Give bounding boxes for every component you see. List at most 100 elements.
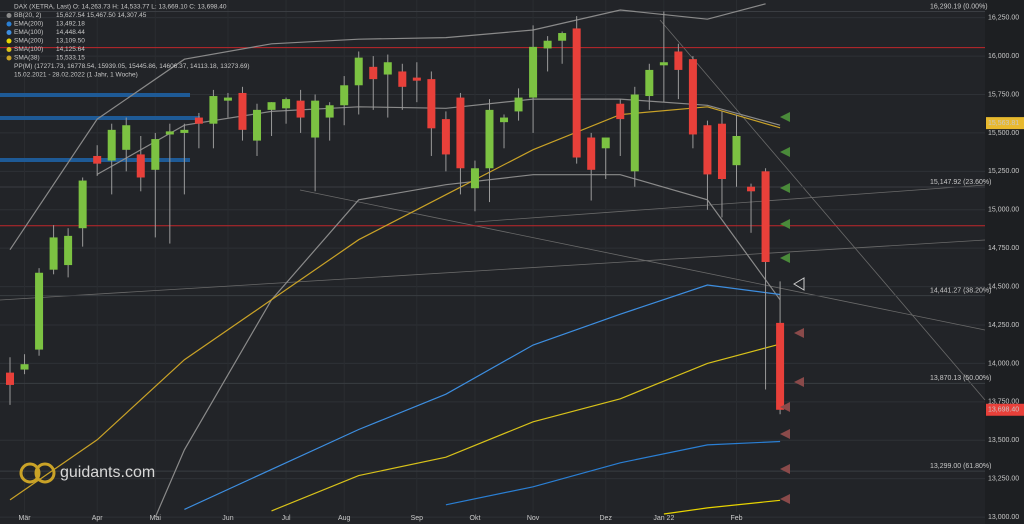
watermark: guidants.com bbox=[60, 464, 155, 481]
indicator-line bbox=[9, 106, 781, 501]
candle-body bbox=[412, 77, 421, 81]
candle-body bbox=[78, 180, 87, 229]
x-tick-label: Jul bbox=[282, 515, 291, 522]
candle-body bbox=[645, 69, 654, 97]
candle-body bbox=[64, 235, 73, 266]
legend-value: 15,627.54 15,467.50 14,307.45 bbox=[56, 12, 147, 19]
y-tick-label: 13,250.00 bbox=[988, 476, 1019, 483]
legend-value: 14,125.64 bbox=[56, 46, 85, 53]
candle-body bbox=[223, 97, 232, 101]
candle-body bbox=[136, 154, 145, 178]
y-axis: 13,000.00 13,250.00 13,500.00 13,750.00 14,0… bbox=[18, 15, 1024, 522]
fib-label: 14,441.27 (38.20%) bbox=[930, 287, 992, 294]
legend-name: SMA(200) bbox=[14, 38, 43, 45]
price-tag bbox=[986, 403, 1024, 416]
info-panel: DAX (XETRA, Last) O: 14,263.73 H: 14,533… bbox=[6, 4, 250, 79]
period: 15.02.2021 - 28.02.2022 (1 Jahr, 1 Woche… bbox=[14, 72, 138, 79]
price-tag-label: 13,698.40 bbox=[988, 407, 1019, 414]
candle-body bbox=[587, 137, 596, 170]
candle-body bbox=[194, 117, 203, 124]
candle-body bbox=[165, 131, 174, 135]
y-tick-label: 16,000.00 bbox=[988, 53, 1019, 60]
candle-body bbox=[151, 139, 160, 170]
x-tick-label: Mai bbox=[150, 515, 162, 522]
price-tag bbox=[986, 117, 1024, 130]
legend-dot bbox=[6, 47, 12, 52]
candles bbox=[6, 11, 785, 415]
candle-body bbox=[122, 125, 131, 150]
candle-body bbox=[325, 105, 334, 118]
candle-body bbox=[747, 186, 756, 192]
indicator-line bbox=[271, 343, 781, 512]
candle-body bbox=[253, 109, 262, 141]
y-tick-label: 13,000.00 bbox=[988, 514, 1019, 521]
y-tick-label: 16,250.00 bbox=[988, 15, 1019, 22]
candle-body bbox=[441, 119, 450, 155]
trend-lines bbox=[0, 19, 986, 401]
fib-label: 13,299.00 (61.80%) bbox=[930, 463, 992, 470]
fib-label: 15,147.92 (23.60%) bbox=[930, 179, 992, 186]
y-tick-label: 13,500.00 bbox=[988, 437, 1019, 444]
y-tick-label: 15,000.00 bbox=[988, 207, 1019, 214]
candle-body bbox=[470, 168, 479, 189]
candle-body bbox=[703, 125, 712, 175]
legend-dot bbox=[6, 21, 12, 27]
candle-body bbox=[500, 117, 509, 123]
fib-label: 16,290.19 (0.00%) bbox=[930, 3, 988, 10]
candle-body bbox=[6, 372, 14, 385]
x-tick-label: Feb bbox=[730, 515, 742, 522]
candle-body bbox=[209, 96, 218, 124]
indicator-line bbox=[445, 440, 781, 506]
y-tick-label: 15,500.00 bbox=[988, 130, 1019, 137]
y-tick-label: 14,750.00 bbox=[988, 245, 1019, 252]
candle-body bbox=[761, 171, 770, 262]
candle-body bbox=[20, 364, 29, 370]
candle-body bbox=[732, 135, 741, 166]
price-tag-label: 15,563.81 bbox=[988, 120, 1019, 127]
candle-body bbox=[514, 97, 523, 112]
candle-body bbox=[180, 129, 189, 133]
candle-body bbox=[369, 66, 378, 80]
candle-body bbox=[630, 94, 639, 172]
x-tick-label: Nov bbox=[527, 515, 540, 522]
x-tick-label: Okt bbox=[470, 515, 481, 522]
legend-name: EMA(100) bbox=[14, 29, 43, 36]
candle-body bbox=[674, 51, 683, 70]
candle-body bbox=[354, 57, 363, 86]
plot-area bbox=[0, 0, 985, 524]
candle-body bbox=[296, 100, 305, 118]
logo bbox=[19, 462, 56, 484]
legend-dot bbox=[6, 55, 12, 61]
candle-body bbox=[485, 109, 494, 169]
indicator-line bbox=[154, 174, 781, 518]
candle-body bbox=[398, 71, 407, 87]
x-tick-label: Sep bbox=[411, 515, 424, 522]
candle-body bbox=[572, 28, 581, 158]
candle-body bbox=[238, 92, 247, 130]
legend-value: 14,448.44 bbox=[56, 29, 85, 36]
y-tick-label: 14,000.00 bbox=[988, 360, 1019, 367]
y-tick-label: 13,750.00 bbox=[988, 399, 1019, 406]
levels: 16,290.19 (0.00%) 15,147.92 (23.60%) 14,44… bbox=[0, 3, 992, 472]
candle-body bbox=[659, 62, 668, 66]
candle-body bbox=[93, 155, 102, 164]
candle-body bbox=[383, 62, 392, 75]
candle-body bbox=[107, 129, 116, 161]
candle-body bbox=[717, 123, 726, 180]
signal-arrows bbox=[780, 112, 805, 504]
legend-value: 13,492.18 bbox=[56, 21, 85, 28]
legend-dot bbox=[6, 30, 12, 35]
x-tick-label: Mär bbox=[18, 515, 31, 522]
y-tick-label: 15,250.00 bbox=[988, 168, 1019, 175]
legend-value: 15,533.15 bbox=[56, 55, 85, 62]
legend-name: EMA(200) bbox=[14, 21, 43, 28]
x-tick-label: Jan 22 bbox=[653, 515, 674, 522]
y-tick-label: 15,750.00 bbox=[988, 91, 1019, 98]
candle-body bbox=[456, 97, 465, 169]
candle-body bbox=[35, 272, 44, 350]
fib-label: 13,870.13 (50.00%) bbox=[930, 375, 992, 382]
x-tick-label: Dez bbox=[600, 515, 613, 522]
candle-body bbox=[267, 102, 276, 110]
candle-body bbox=[543, 40, 552, 49]
